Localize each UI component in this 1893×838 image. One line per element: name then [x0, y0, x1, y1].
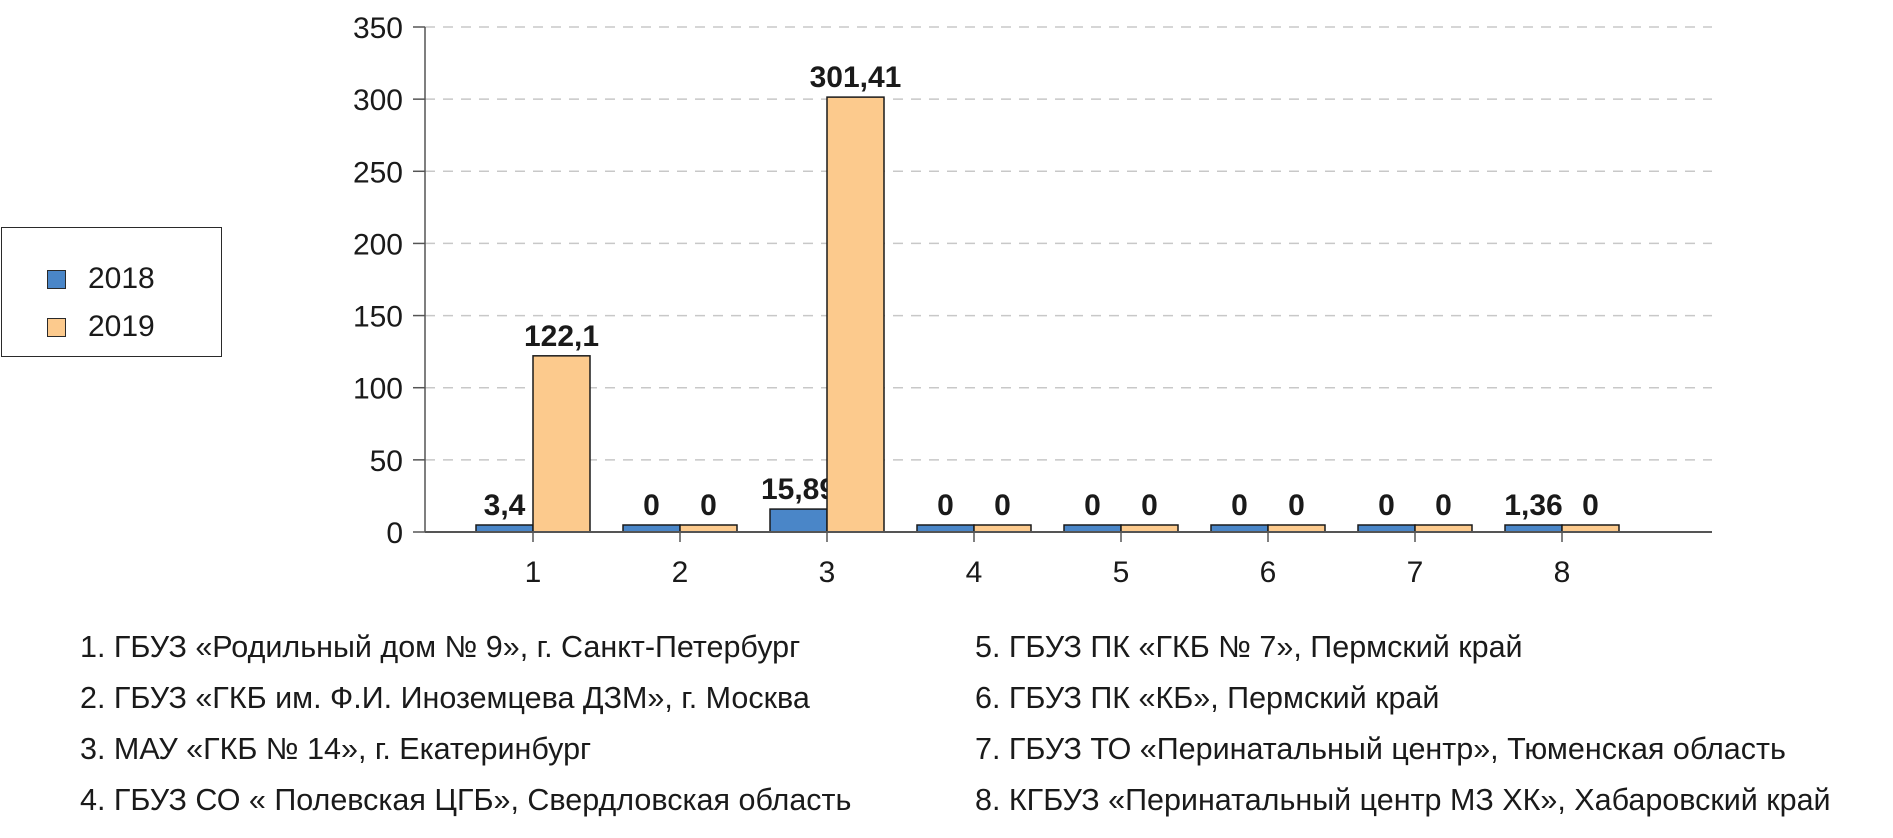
x-tick-label-6: 6 — [1260, 556, 1277, 589]
y-tick-label: 250 — [353, 156, 403, 189]
bar-2018-3 — [769, 508, 828, 533]
bar-2018-1 — [475, 524, 534, 533]
bar-2019-2 — [679, 524, 738, 533]
category-note-1: 1. ГБУЗ «Родильный дом № 9», г. Санкт-Пе… — [80, 630, 801, 664]
data-label-2019-2: 0 — [700, 489, 717, 522]
bar-2019-8 — [1561, 524, 1620, 533]
data-label-2018-1: 3,4 — [484, 489, 526, 522]
x-tick-label-2: 2 — [672, 556, 689, 589]
data-label-2019-1: 122,1 — [524, 320, 599, 353]
category-note-3: 3. МАУ «ГКБ № 14», г. Екатеринбург — [80, 732, 592, 766]
y-tick-label: 150 — [353, 301, 403, 334]
bar-2018-6 — [1210, 524, 1269, 533]
data-label-2019-7: 0 — [1435, 489, 1452, 522]
bar-2018-5 — [1063, 524, 1122, 533]
y-tick-label: 0 — [386, 517, 403, 550]
bar-2018-7 — [1357, 524, 1416, 533]
category-note-2: 2. ГБУЗ «ГКБ им. Ф.И. Иноземцева ДЗМ», г… — [80, 681, 810, 715]
legend-label-2019: 2019 — [88, 310, 155, 343]
bar-2019-4 — [973, 524, 1032, 533]
data-label-2019-5: 0 — [1141, 489, 1158, 522]
x-tick-label-5: 5 — [1113, 556, 1130, 589]
bar-2019-1 — [532, 355, 591, 533]
y-tick-label: 50 — [370, 445, 403, 478]
category-note-4: 4. ГБУЗ СО « Полевская ЦГБ», Свердловска… — [80, 783, 852, 817]
data-label-2018-8: 1,36 — [1504, 489, 1562, 522]
legend-label-2018: 2018 — [88, 262, 155, 295]
category-note-5: 5. ГБУЗ ПК «ГКБ № 7», Пермский край — [975, 630, 1523, 664]
category-notes-left: 1. ГБУЗ «Родильный дом № 9», г. Санкт-Пе… — [80, 622, 851, 826]
bar-2018-8 — [1504, 524, 1563, 533]
bar-2019-5 — [1120, 524, 1179, 533]
chart-legend: 2018 2019 — [1, 227, 222, 357]
x-tick-label-8: 8 — [1554, 556, 1571, 589]
bar-2018-2 — [622, 524, 681, 533]
data-label-2019-6: 0 — [1288, 489, 1305, 522]
legend-item-2018: 2018 — [47, 262, 155, 295]
bar-2019-6 — [1267, 524, 1326, 533]
legend-swatch-2018 — [47, 269, 66, 289]
data-label-2018-5: 0 — [1084, 489, 1101, 522]
data-label-2019-4: 0 — [994, 489, 1011, 522]
data-label-2018-3: 15,89 — [761, 473, 836, 506]
y-tick-label: 300 — [353, 84, 403, 117]
legend-swatch-2019 — [47, 317, 66, 337]
data-label-2018-6: 0 — [1231, 489, 1248, 522]
category-note-8: 8. КГБУЗ «Перинатальный центр МЗ ХК», Ха… — [975, 783, 1831, 817]
data-label-2019-8: 0 — [1582, 489, 1599, 522]
data-label-2018-4: 0 — [937, 489, 954, 522]
legend-item-2019: 2019 — [47, 310, 155, 343]
y-tick-label: 100 — [353, 373, 403, 406]
category-note-7: 7. ГБУЗ ТО «Перинатальный центр», Тюменс… — [975, 732, 1786, 766]
x-tick-label-1: 1 — [525, 556, 542, 589]
y-tick-label: 350 — [353, 12, 403, 45]
x-tick-label-7: 7 — [1407, 556, 1424, 589]
bar-2018-4 — [916, 524, 975, 533]
x-tick-label-4: 4 — [966, 556, 983, 589]
data-label-2019-3: 301,41 — [810, 61, 902, 94]
category-notes-right: 5. ГБУЗ ПК «ГКБ № 7», Пермский край 6. Г… — [975, 622, 1831, 826]
bar-2019-7 — [1414, 524, 1473, 533]
y-tick-label: 200 — [353, 228, 403, 261]
category-note-6: 6. ГБУЗ ПК «КБ», Пермский край — [975, 681, 1440, 715]
data-label-2018-7: 0 — [1378, 489, 1395, 522]
x-tick-label-3: 3 — [819, 556, 836, 589]
data-label-2018-2: 0 — [643, 489, 660, 522]
bar-2019-3 — [826, 96, 885, 533]
